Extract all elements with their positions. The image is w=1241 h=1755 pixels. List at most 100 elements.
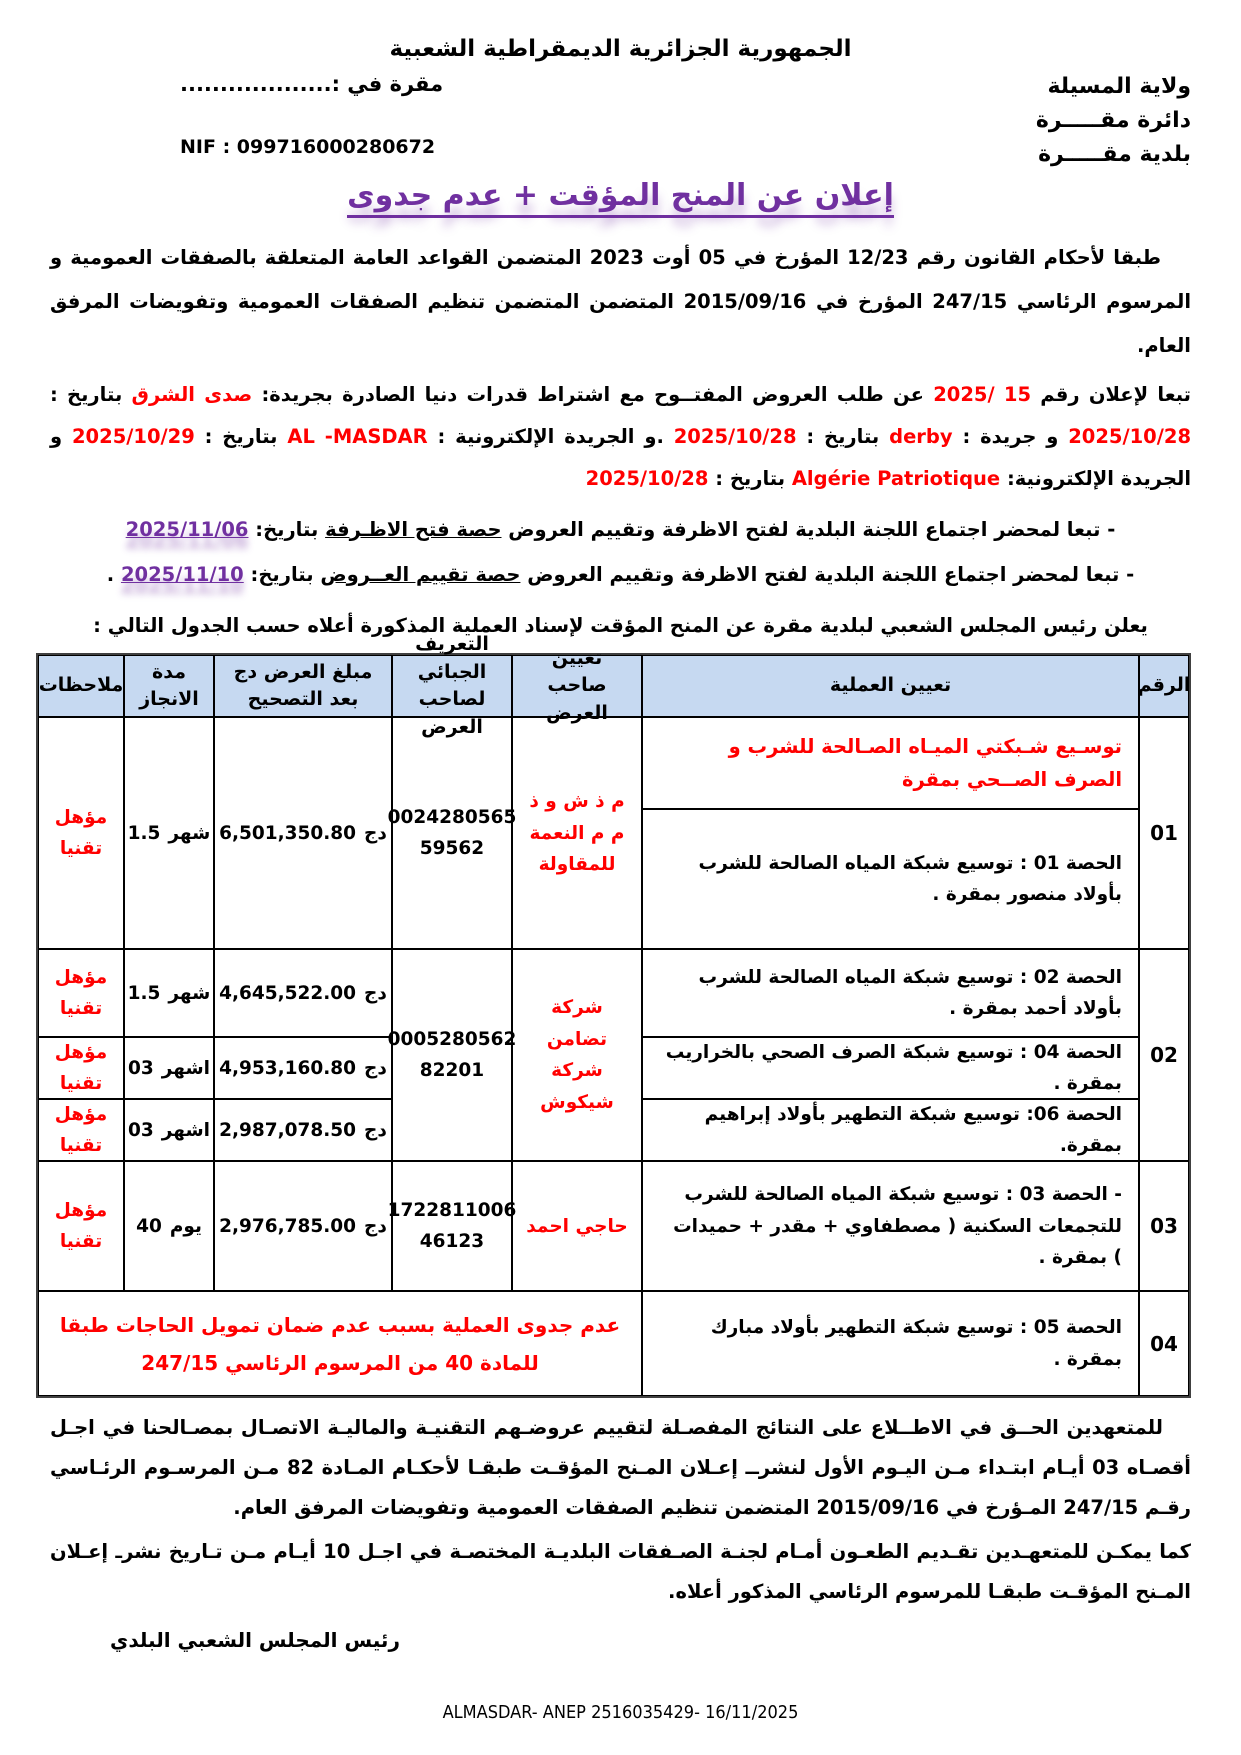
- row2-duration-lot04: اشهر 03: [124, 1037, 214, 1100]
- col-header-operation: تعيين العملية: [642, 655, 1139, 718]
- date-label-4: بتاريخ :: [715, 466, 786, 490]
- pub-date-3: 2025/10/29: [71, 424, 195, 448]
- row1-note: مؤهل تقنيا: [38, 717, 124, 950]
- currency-label: دج: [364, 1119, 387, 1141]
- row4-number: 04: [1139, 1291, 1189, 1397]
- col-header-amount: مبلغ العرض دج بعد التصحيح: [214, 655, 392, 718]
- minutes2-date-label: بتاريخ:: [250, 562, 314, 586]
- intro-section: طبقا لأحكام القانون رقم 12/23 المؤرخ في …: [50, 236, 1191, 641]
- date-label-2: بتاريخ :: [806, 424, 880, 448]
- col-header-bidder: تعيين صاحب العرض: [512, 647, 642, 724]
- news-seg-4: و الجريدة الإلكترونية:: [50, 424, 1191, 490]
- row3-amount-value: 2,976,785.00: [219, 1215, 357, 1237]
- date-label-1: بتاريخ :: [50, 382, 123, 406]
- row2-dur04-value: 03: [127, 1057, 154, 1079]
- announce-line: يعلن رئيس المجلس الشعبي لبلدية مقرة عن ا…: [93, 614, 1148, 638]
- currency-label: دج: [364, 982, 387, 1004]
- minutes1-date: 2025/11/06: [125, 517, 249, 541]
- row3-duration-value: 40: [136, 1215, 162, 1237]
- row1-duration-unit: شهر: [168, 822, 211, 844]
- closing-paragraph-appeal-info: للمتعهدين الحــق في الاطــلاع على النتائ…: [50, 1416, 1191, 1520]
- col-header-notes: ملاحظات: [38, 655, 124, 718]
- minutes2-date: 2025/11/10: [120, 562, 244, 586]
- row1-bidder: م ذ ش و ذ م م النعمة للمقاولة: [512, 717, 642, 950]
- row2-lot02: الحصة 02 : توسيع شبكة المياه الصالحة للش…: [642, 949, 1139, 1038]
- row2-note-lot06: مؤهل تقنيا: [38, 1099, 124, 1162]
- row1-tax-id: 0024280565 59562: [388, 717, 516, 950]
- minutes2-suffix: .: [106, 562, 115, 586]
- minutes1-underlined: حصة فتح الاظـرفة: [325, 517, 502, 541]
- row3-tax-line2: 46123: [419, 1231, 485, 1253]
- minutes2-text: - تبعا لمحضر اجتماع اللجنة البلدية لفتح …: [527, 562, 1135, 586]
- place-nif-block: مقرة في :................... NIF : 09971…: [50, 70, 443, 172]
- row2-tax-line1: 0005280562: [387, 1028, 517, 1050]
- row4-cancellation-note: عدم جدوى العملية بسبب عدم ضمان تمويل الح…: [38, 1291, 642, 1397]
- row2-amount-lot02: دج 4,645,522.00: [214, 949, 392, 1038]
- row2-amount06-value: 2,987,078.50: [219, 1119, 357, 1141]
- row2-lot04: الحصة 04 : توسيع شبكة الصرف الصحي بالخرا…: [642, 1037, 1139, 1100]
- row1-lot1: الحصة 01 : توسيع شبكة المياه الصالحة للش…: [642, 809, 1139, 950]
- row2-lot06: الحصة 06: توسيع شبكة التطهير بأولاد إبرا…: [642, 1099, 1139, 1162]
- authority-block: ولاية المسيلة دائرة مقـــــرة بلدية مقــ…: [1036, 70, 1191, 172]
- row2-bidder: شركة تضامن شركة شيكوش: [512, 949, 642, 1162]
- row1-number: 01: [1139, 717, 1189, 950]
- row3-bidder: حاجي احمد: [512, 1161, 642, 1292]
- row2-duration-lot02: شهر 1.5: [124, 949, 214, 1038]
- row3-duration-unit: يوم: [169, 1215, 202, 1237]
- row2-number: 02: [1139, 949, 1189, 1162]
- row2-amount04-value: 4,953,160.80: [219, 1057, 357, 1079]
- row2-amount-lot06: دج 2,987,078.50: [214, 1099, 392, 1162]
- pub-date-1: 2025/10/28: [1068, 424, 1192, 448]
- row2-note-lot04: مؤهل تقنيا: [38, 1037, 124, 1100]
- minutes2-underlined: حصة تقييم العــروض: [320, 562, 521, 586]
- closing-section: للمتعهدين الحــق في الاطــلاع على النتائ…: [50, 1408, 1191, 1612]
- newspaper-1: صدى الشرق: [131, 382, 253, 406]
- daira-line: دائرة مقـــــرة: [1035, 108, 1191, 134]
- news-seg-3: .و الجريدة الإلكترونية :: [437, 424, 664, 448]
- row2-amount02-value: 4,645,522.00: [219, 982, 357, 1004]
- wilaya-line: ولاية المسيلة: [1047, 74, 1191, 99]
- currency-label: دج: [364, 1057, 387, 1079]
- col-header-tax-id: التعريف الجبائي لصاحب العرض: [392, 633, 512, 738]
- row3-duration: يوم 40: [124, 1161, 214, 1292]
- row2-duration-lot06: اشهر 03: [124, 1099, 214, 1162]
- anep-footer: ALMASDAR- ANEP 2516035429- 16/11/2025: [442, 1702, 799, 1723]
- minutes1-text: - تبعا لمحضر اجتماع اللجنة البلدية لفتح …: [508, 517, 1116, 541]
- row4-operation: الحصة 05 : توسيع شبكة التطهير بأولاد مبا…: [642, 1291, 1139, 1397]
- row2-dur02-unit: شهر: [168, 982, 211, 1004]
- page-title-text: إعلان عن المنح المؤقت + عدم جدوى: [347, 178, 894, 219]
- currency-label: دج: [364, 1215, 387, 1237]
- pub-date-2: 2025/10/28: [673, 424, 797, 448]
- news-middle: عن طلب العروض المفتــوح مع اشتراط قدرات …: [261, 382, 924, 406]
- row3-operation: - الحصة 03 : توسيع شبكة المياه الصالحة ل…: [642, 1161, 1139, 1292]
- tender-number: 15 /2025: [933, 382, 1032, 406]
- newspaper-4: Algérie Patriotique: [791, 466, 1001, 490]
- row2-dur06-value: 03: [127, 1119, 154, 1141]
- row3-number: 03: [1139, 1161, 1189, 1292]
- date-label-3: بتاريخ :: [204, 424, 278, 448]
- row1-duration: شهر 1.5: [124, 717, 214, 950]
- row3-tax-line1: 1722811006: [387, 1199, 517, 1221]
- row2-amount-lot04: دج 4,953,160.80: [214, 1037, 392, 1100]
- newspaper-2: derby: [889, 424, 953, 448]
- minutes-line-opening: - تبعا لمحضر اجتماع اللجنة البلدية لفتح …: [50, 514, 1191, 545]
- commune-line: بلدية مقـــــرة: [1038, 142, 1191, 168]
- minutes-line-evaluation: - تبعا لمحضر اجتماع اللجنة البلدية لفتح …: [50, 559, 1191, 590]
- row2-dur02-value: 1.5: [127, 982, 161, 1004]
- col-header-duration: مدة الانجاز: [124, 655, 214, 718]
- row2-dur04-unit: اشهر: [161, 1057, 210, 1079]
- row3-amount: دج 2,976,785.00: [214, 1161, 392, 1292]
- row1-tax-line1: 0024280565: [387, 806, 517, 828]
- pub-date-4: 2025/10/28: [585, 466, 709, 490]
- republic-title: الجمهورية الجزائرية الديمقراطية الشعبية: [389, 36, 852, 62]
- signature-title: رئيس المجلس الشعبي البلدي: [110, 1628, 400, 1653]
- header-row: ولاية المسيلة دائرة مقـــــرة بلدية مقــ…: [50, 70, 1191, 172]
- row2-tax-line2: 82201: [419, 1060, 485, 1082]
- row2-note-lot02: مؤهل تقنيا: [38, 949, 124, 1038]
- row3-tax-id: 1722811006 46123: [388, 1161, 516, 1292]
- place-date-line: مقرة في :...................: [180, 72, 444, 96]
- page-title: إعلان عن المنح المؤقت + عدم جدوى: [50, 178, 1191, 219]
- award-table: الرقم تعيين العملية تعيين صاحب العرض الت…: [36, 633, 1191, 1399]
- nif-line: NIF : 099716000280672: [180, 136, 436, 158]
